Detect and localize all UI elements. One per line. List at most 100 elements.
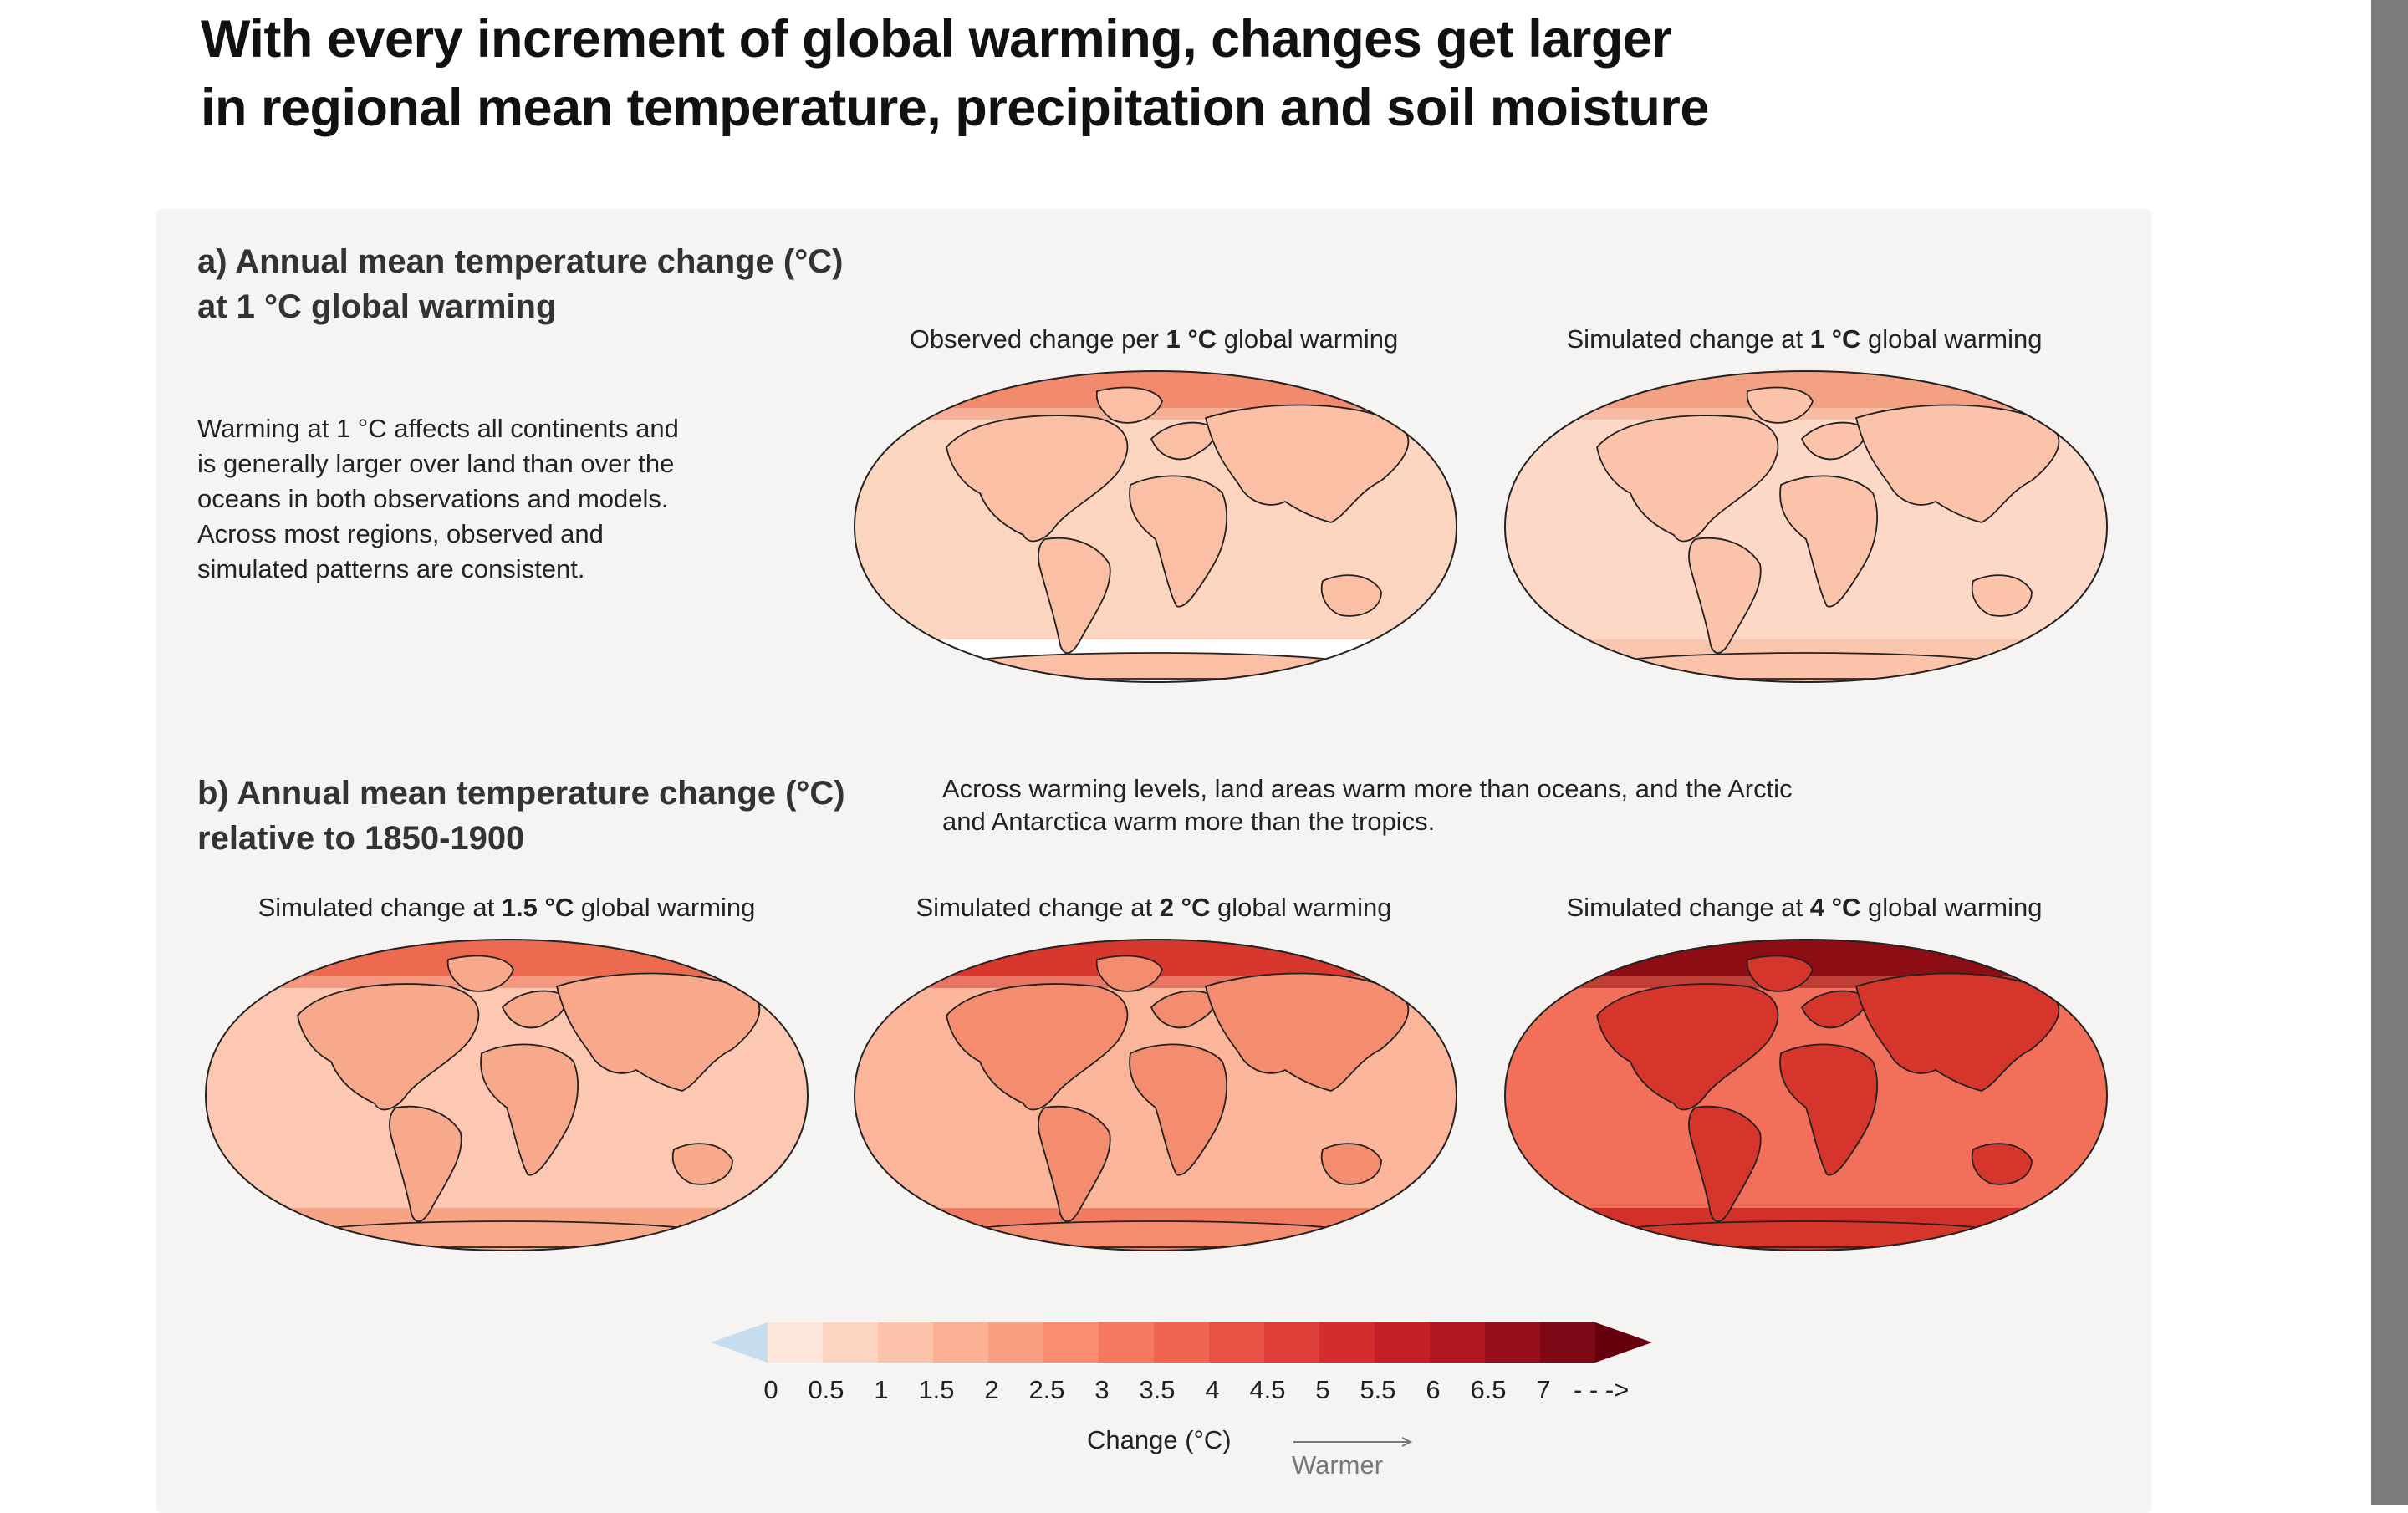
map-caption-observed-1c: Observed change per 1 °C global warming xyxy=(844,323,1463,356)
landmass xyxy=(1971,1143,2033,1185)
colorbar-tick-label: 7 xyxy=(1536,1375,1551,1404)
landmass xyxy=(1855,972,2060,1092)
colorbar-bin xyxy=(1043,1322,1099,1363)
landmass xyxy=(1746,955,1814,992)
caption-prefix: Observed change per xyxy=(909,324,1166,354)
colorbar-tick-label: 5 xyxy=(1315,1375,1330,1404)
colorbar-tick-label: 3.5 xyxy=(1139,1375,1176,1404)
description-line: Warming at 1 °C affects all continents a… xyxy=(197,414,679,443)
landmass xyxy=(1095,386,1163,424)
caption-prefix: Simulated change at xyxy=(1566,893,1810,922)
colorbar-tick-label: 3 xyxy=(1094,1375,1110,1404)
colorbar-bin xyxy=(1540,1322,1595,1363)
caption-suffix: global warming xyxy=(574,893,756,922)
above-range-triangle xyxy=(1595,1322,1652,1363)
colorbar-bin xyxy=(1154,1322,1209,1363)
title-line-2: in regional mean temperature, precipitat… xyxy=(201,79,1709,137)
landmass xyxy=(946,983,1129,1111)
note-line-1: Across warming levels, land areas warm m… xyxy=(942,774,1793,803)
colorbar-tick-label: 6 xyxy=(1426,1375,1441,1404)
landmass xyxy=(1801,421,1866,461)
landmass xyxy=(1129,475,1227,608)
warmer-label: Warmer xyxy=(1292,1450,1384,1480)
caption-suffix: global warming xyxy=(1210,893,1392,922)
caption-suffix: global warming xyxy=(1860,324,2043,354)
colorbar-tick-label: 0.5 xyxy=(808,1375,844,1404)
colorbar-bin xyxy=(988,1322,1043,1363)
landmass xyxy=(1205,972,1410,1092)
below-range-triangle xyxy=(711,1322,768,1363)
landmass xyxy=(502,990,567,1029)
colorbar-bin xyxy=(1209,1322,1264,1363)
landmass xyxy=(1779,475,1878,608)
colorbar-label: Change (°C) xyxy=(1087,1425,1232,1454)
caption-value: 4 °C xyxy=(1809,893,1861,922)
panel-b-note: Across warming levels, land areas warm m… xyxy=(942,772,1946,838)
landmass xyxy=(1038,1105,1111,1223)
landmass xyxy=(1320,574,1382,617)
landmass xyxy=(1038,537,1111,655)
landmass xyxy=(1095,955,1163,992)
landmass xyxy=(1855,404,2060,523)
colorbar-tick-label: 1.5 xyxy=(918,1375,955,1404)
landmass xyxy=(1150,990,1216,1029)
panel-b-heading-line-1: b) Annual mean temperature change (°C) xyxy=(197,775,845,812)
colorbar-bin xyxy=(768,1322,823,1363)
landmass xyxy=(389,1105,462,1223)
caption-prefix: Simulated change at xyxy=(916,893,1160,922)
window-edge xyxy=(2371,0,2408,1505)
colorbar-bin xyxy=(878,1322,933,1363)
landmass xyxy=(1779,1043,1878,1176)
landmass xyxy=(1150,421,1216,461)
panel-a-heading-line-1: a) Annual mean temperature change (°C) xyxy=(197,243,844,280)
colorbar-tick-label: 2.5 xyxy=(1028,1375,1065,1404)
landmass xyxy=(1205,404,1410,523)
caption-value: 1 °C xyxy=(1809,324,1861,354)
panel-a-heading-line-2: at 1 °C global warming xyxy=(197,288,557,325)
landmass xyxy=(1688,537,1762,655)
landmass xyxy=(671,1143,733,1185)
landmass xyxy=(556,972,761,1092)
landmass xyxy=(1129,1043,1227,1176)
colorbar-bin xyxy=(1430,1322,1485,1363)
map-simulated-2c xyxy=(846,936,1465,1254)
colorbar-tick-label: 0 xyxy=(763,1375,778,1404)
caption-prefix: Simulated change at xyxy=(258,893,502,922)
note-line-2: and Antarctica warm more than the tropic… xyxy=(942,807,1436,836)
colorbar-tick-label: 4 xyxy=(1205,1375,1220,1404)
caption-suffix: global warming xyxy=(1217,324,1399,354)
title-line-1: With every increment of global warming, … xyxy=(201,10,1672,69)
colorbar-tick-label: 6.5 xyxy=(1470,1375,1507,1404)
panel-a-heading: a) Annual mean temperature change (°C) a… xyxy=(197,239,843,329)
landmass xyxy=(446,955,514,992)
map-caption-simulated-1c: Simulated change at 1 °C global warming xyxy=(1495,323,2114,356)
caption-suffix: global warming xyxy=(1860,893,2043,922)
colorbar-bin xyxy=(1319,1322,1375,1363)
map-caption-1-5c: Simulated change at 1.5 °C global warmin… xyxy=(197,891,816,925)
landmass xyxy=(1320,1143,1382,1185)
description-line: Across most regions, observed and xyxy=(197,519,604,548)
map-simulated-1-5c xyxy=(197,936,816,1254)
map-simulated-4c xyxy=(1497,936,2115,1254)
description-line: oceans in both observations and models. xyxy=(197,484,669,513)
colorbar-bin xyxy=(1264,1322,1319,1363)
landmass xyxy=(1688,1105,1762,1223)
colorbar-bin xyxy=(1099,1322,1154,1363)
colorbar-bin xyxy=(1485,1322,1540,1363)
colorbar-tick-label: 1 xyxy=(874,1375,889,1404)
landmass xyxy=(1971,574,2033,617)
colorbar-bin xyxy=(933,1322,988,1363)
main-title: With every increment of global warming, … xyxy=(201,5,1873,142)
open-ended-arrow-icon: - - -> xyxy=(1574,1375,1630,1404)
caption-value: 1 °C xyxy=(1166,324,1217,354)
warmer-arrow-icon xyxy=(1293,1437,1413,1447)
description-line: is generally larger over land than over … xyxy=(197,449,675,478)
landmass xyxy=(297,983,480,1111)
landmass xyxy=(1596,415,1779,543)
panel-a-description: Warming at 1 °C affects all continents a… xyxy=(197,411,766,587)
panel-b-heading: b) Annual mean temperature change (°C) r… xyxy=(197,771,845,861)
landmass xyxy=(1596,983,1779,1111)
caption-prefix: Simulated change at xyxy=(1566,324,1810,354)
map-caption-4c: Simulated change at 4 °C global warming xyxy=(1495,891,2114,925)
map-caption-2c: Simulated change at 2 °C global warming xyxy=(844,891,1463,925)
